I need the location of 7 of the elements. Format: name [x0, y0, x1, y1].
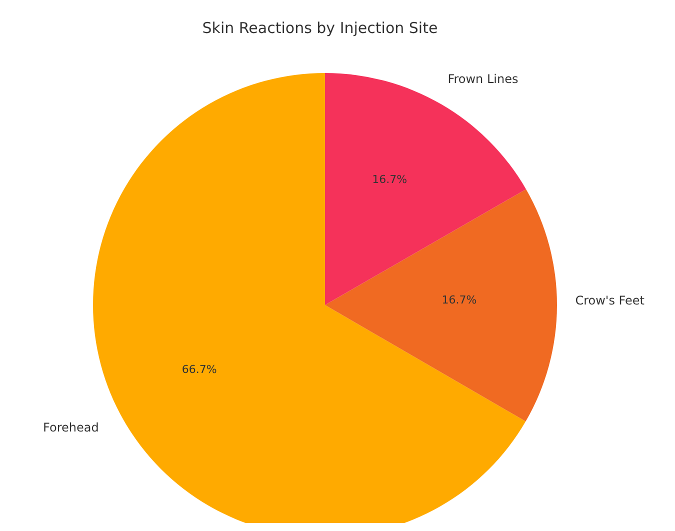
slice-label: Forehead [43, 420, 99, 434]
data-label: 66.7% [182, 362, 217, 376]
slice-label: Frown Lines [448, 72, 518, 86]
chart-title: Skin Reactions by Injection Site [202, 19, 438, 37]
data-label: 16.7% [442, 294, 477, 307]
data-label: 16.7% [372, 172, 408, 186]
slice-label: Crow's Feet [575, 293, 645, 308]
